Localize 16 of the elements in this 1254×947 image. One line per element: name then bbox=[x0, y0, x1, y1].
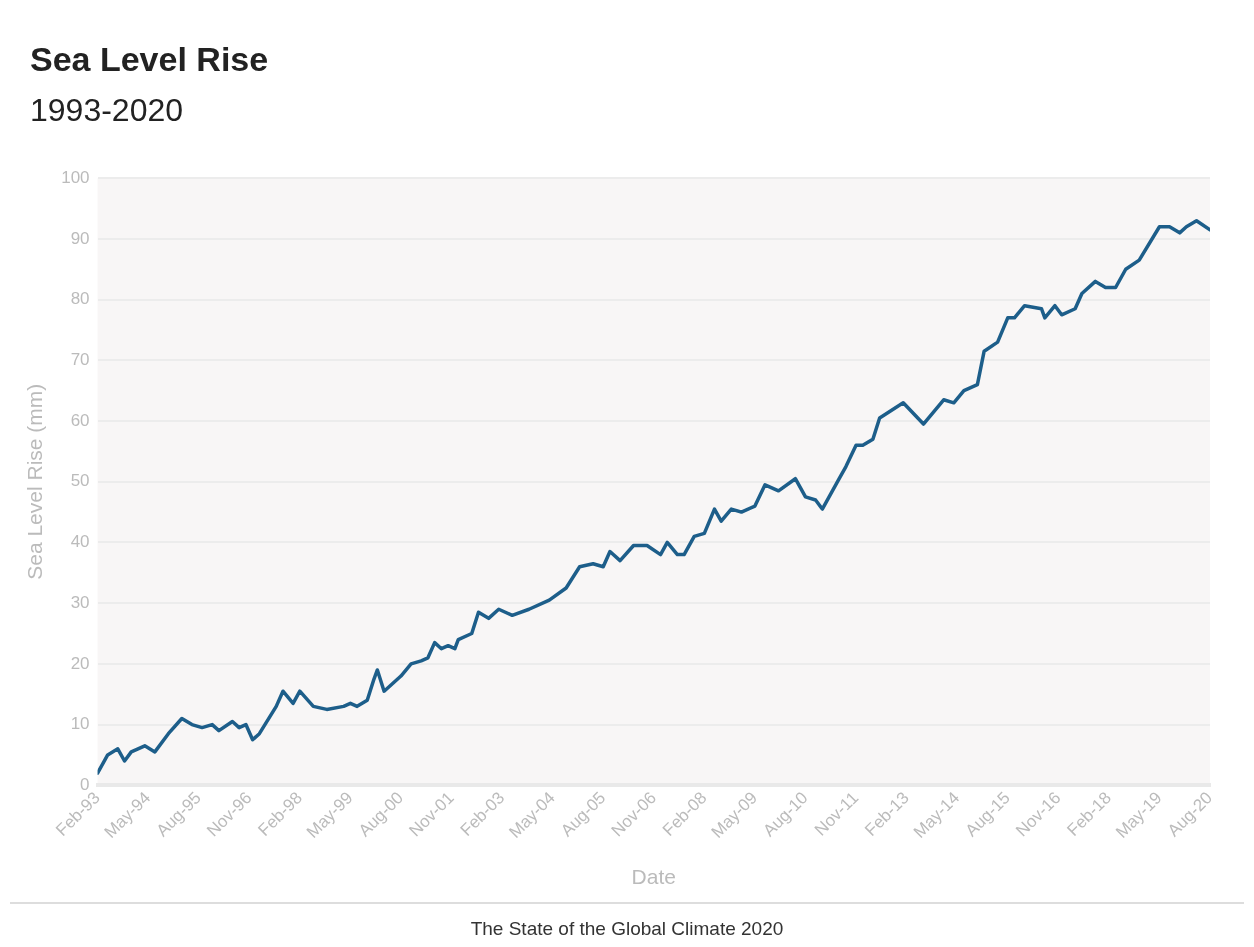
y-tick-label: 20 bbox=[70, 653, 90, 673]
chart-subtitle: 1993-2020 bbox=[30, 92, 184, 129]
y-tick-label: 90 bbox=[70, 228, 90, 248]
y-tick-label: 10 bbox=[70, 714, 90, 734]
y-tick-label: 50 bbox=[70, 471, 90, 491]
y-axis-title: Sea Level Rise (mm) bbox=[23, 383, 47, 580]
y-tick-label: 60 bbox=[70, 410, 90, 430]
y-tick-label: 0 bbox=[80, 774, 90, 794]
y-tick-label: 40 bbox=[70, 532, 90, 552]
x-axis-title: Date bbox=[631, 865, 676, 889]
y-tick-label: 70 bbox=[70, 350, 90, 370]
chart-title: Sea Level Rise bbox=[30, 40, 269, 79]
y-tick-label: 80 bbox=[70, 289, 90, 309]
text: The State of the Global Climate 2020 bbox=[469, 918, 785, 940]
y-tick-label: 30 bbox=[70, 592, 90, 612]
y-tick-label: 100 bbox=[61, 167, 90, 187]
